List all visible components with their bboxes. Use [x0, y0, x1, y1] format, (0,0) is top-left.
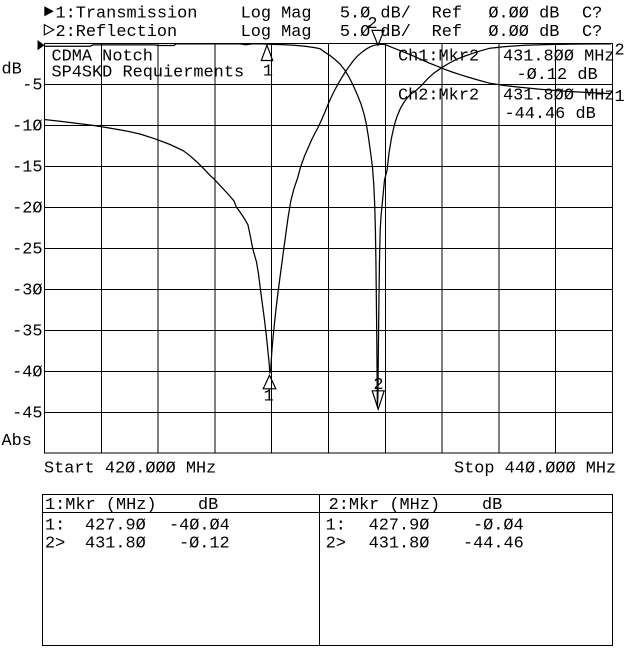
svg-text:2:Reflection: 2:Reflection	[56, 23, 178, 42]
svg-text:-4Ø.Ø4: -4Ø.Ø4	[169, 516, 230, 535]
svg-text:-4Ø: -4Ø	[12, 364, 42, 383]
svg-text:-35: -35	[12, 323, 42, 342]
svg-text:1:: 1:	[45, 516, 65, 535]
svg-text:CDMA Notch: CDMA Notch	[52, 48, 153, 67]
svg-text:2: 2	[367, 15, 377, 34]
svg-text:Stop 44Ø.ØØØ MHz: Stop 44Ø.ØØØ MHz	[454, 460, 616, 479]
svg-text:Ø.ØØ dB: Ø.ØØ dB	[488, 23, 559, 42]
svg-text:Abs: Abs	[2, 432, 32, 451]
svg-text:-5: -5	[22, 77, 42, 96]
svg-text:-3Ø: -3Ø	[12, 282, 42, 301]
svg-text:-2Ø: -2Ø	[12, 200, 42, 219]
svg-text:Ref: Ref	[432, 23, 462, 42]
svg-text:-1Ø: -1Ø	[12, 118, 42, 137]
svg-text:5.Ø dB/: 5.Ø dB/	[340, 5, 411, 24]
svg-text:431.8ØØ MHz: 431.8ØØ MHz	[503, 48, 615, 67]
svg-text:Ch1:Mkr2: Ch1:Mkr2	[398, 48, 479, 67]
svg-text:1: 1	[263, 63, 273, 82]
svg-text:2: 2	[615, 42, 625, 61]
svg-text:SP4SKD Requierments: SP4SKD Requierments	[52, 63, 245, 82]
svg-text:427.9Ø: 427.9Ø	[369, 516, 430, 535]
svg-text:-Ø.12: -Ø.12	[179, 534, 230, 553]
svg-text:-Ø.12 dB: -Ø.12 dB	[517, 66, 598, 85]
svg-text:2>: 2>	[45, 534, 65, 553]
svg-text:C?: C?	[582, 23, 602, 42]
svg-text:dB: dB	[2, 61, 22, 80]
svg-text:427.9Ø: 427.9Ø	[85, 516, 146, 535]
svg-text:Ø.ØØ dB: Ø.ØØ dB	[488, 5, 559, 24]
svg-text:Ch2:Mkr2: Ch2:Mkr2	[398, 87, 479, 106]
svg-text:431.8Ø: 431.8Ø	[85, 534, 146, 553]
svg-text:dB: dB	[482, 496, 502, 515]
svg-text:431.8Ø: 431.8Ø	[369, 534, 430, 553]
svg-text:1:Mkr (MHz): 1:Mkr (MHz)	[45, 496, 157, 515]
svg-text:-25: -25	[12, 241, 42, 260]
svg-text:-45: -45	[12, 405, 42, 424]
svg-text:1: 1	[264, 388, 274, 407]
svg-text:5.Ø dB/: 5.Ø dB/	[340, 23, 411, 42]
svg-text:2: 2	[373, 376, 383, 395]
svg-text:2>: 2>	[326, 534, 346, 553]
svg-text:C?: C?	[582, 5, 602, 24]
svg-text:1:: 1:	[326, 516, 346, 535]
svg-text:2:Mkr (MHz): 2:Mkr (MHz)	[329, 496, 441, 515]
svg-text:431.8ØØ MHz: 431.8ØØ MHz	[503, 87, 615, 106]
svg-text:Log Mag: Log Mag	[241, 5, 312, 24]
svg-text:-15: -15	[12, 159, 42, 178]
svg-text:dB: dB	[198, 496, 218, 515]
svg-text:1:Transmission: 1:Transmission	[56, 5, 198, 24]
svg-text:-Ø.Ø4: -Ø.Ø4	[473, 516, 524, 535]
svg-text:Start 42Ø.ØØØ MHz: Start 42Ø.ØØØ MHz	[44, 460, 216, 479]
svg-text:-44.46 dB: -44.46 dB	[505, 105, 596, 124]
svg-text:Log Mag: Log Mag	[241, 23, 312, 42]
svg-text:-44.46: -44.46	[463, 534, 524, 553]
svg-text:1: 1	[615, 88, 625, 107]
svg-text:Ref: Ref	[432, 5, 462, 24]
